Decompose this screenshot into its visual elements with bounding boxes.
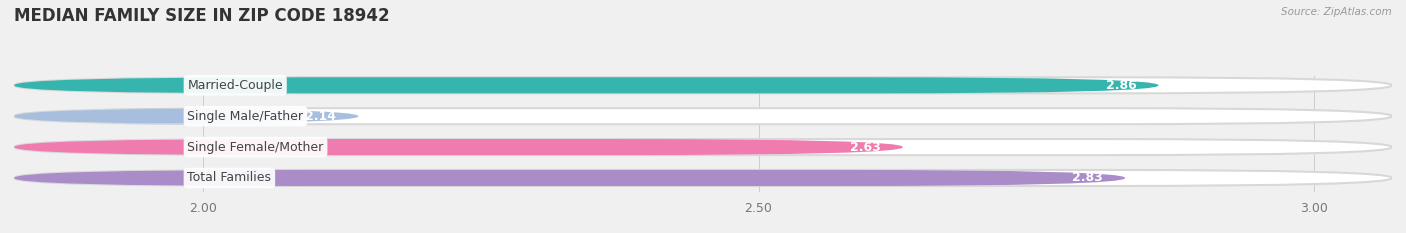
Text: Single Female/Mother: Single Female/Mother <box>187 140 323 154</box>
FancyBboxPatch shape <box>14 170 1392 186</box>
FancyBboxPatch shape <box>14 139 903 155</box>
Text: 2.86: 2.86 <box>1105 79 1136 92</box>
Text: Married-Couple: Married-Couple <box>187 79 283 92</box>
FancyBboxPatch shape <box>14 170 1125 186</box>
FancyBboxPatch shape <box>14 108 1392 124</box>
Text: Total Families: Total Families <box>187 171 271 185</box>
Text: Single Male/Father: Single Male/Father <box>187 110 304 123</box>
Text: 2.14: 2.14 <box>305 110 336 123</box>
Text: MEDIAN FAMILY SIZE IN ZIP CODE 18942: MEDIAN FAMILY SIZE IN ZIP CODE 18942 <box>14 7 389 25</box>
FancyBboxPatch shape <box>14 77 1159 93</box>
Text: 2.83: 2.83 <box>1073 171 1104 185</box>
FancyBboxPatch shape <box>14 77 1392 93</box>
Text: 2.63: 2.63 <box>851 140 880 154</box>
Text: Source: ZipAtlas.com: Source: ZipAtlas.com <box>1281 7 1392 17</box>
FancyBboxPatch shape <box>14 139 1392 155</box>
FancyBboxPatch shape <box>14 108 359 124</box>
